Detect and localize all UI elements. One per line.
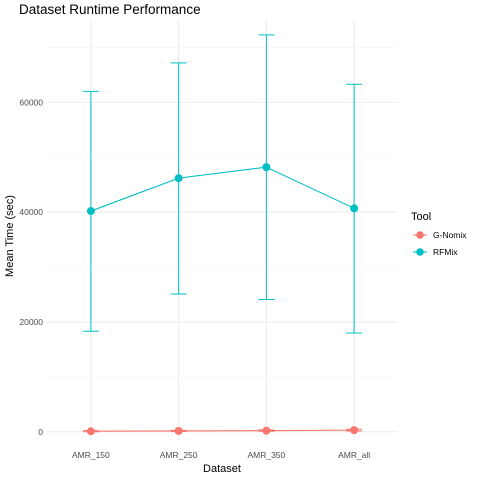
data-point	[174, 426, 183, 435]
series-line	[90, 429, 355, 432]
legend-key-point	[416, 231, 424, 239]
legend-title: Tool	[411, 211, 431, 223]
data-point	[262, 163, 271, 172]
legend-label: G-Nomix	[433, 230, 467, 240]
x-tick-label: AMR_350	[247, 450, 285, 460]
series-0	[82, 426, 363, 436]
x-tick-label: AMR_all	[338, 450, 370, 460]
y-tick-label: 40000	[19, 207, 43, 217]
chart-title: Dataset Runtime Performance	[19, 2, 201, 17]
legend-item: RFMix	[413, 247, 458, 257]
y-tick-label: 20000	[19, 317, 43, 327]
y-tick-label: 0	[38, 427, 43, 437]
x-tick-label: AMR_250	[160, 450, 198, 460]
legend-item: G-Nomix	[413, 230, 467, 240]
data-point	[86, 207, 95, 216]
legend-key-point	[416, 248, 424, 256]
series-line	[90, 166, 355, 212]
data-point	[262, 426, 271, 435]
data-point	[86, 427, 95, 436]
x-axis-title: Dataset	[203, 463, 241, 475]
data-point	[350, 426, 359, 435]
series-layer	[82, 34, 363, 436]
data-point	[174, 174, 183, 183]
y-axis-ticks: 0 20000 40000 60000	[19, 97, 43, 436]
grid	[47, 20, 398, 440]
data-point	[350, 204, 359, 213]
x-axis-ticks: AMR_150 AMR_250 AMR_350 AMR_all	[72, 450, 370, 460]
legend: Tool G-Nomix RFMix	[411, 211, 467, 257]
legend-label: RFMix	[433, 247, 458, 257]
series-1	[82, 34, 363, 334]
y-tick-label: 60000	[19, 97, 43, 107]
x-tick-label: AMR_150	[72, 450, 110, 460]
y-axis-title: Mean Time (sec)	[4, 195, 16, 277]
